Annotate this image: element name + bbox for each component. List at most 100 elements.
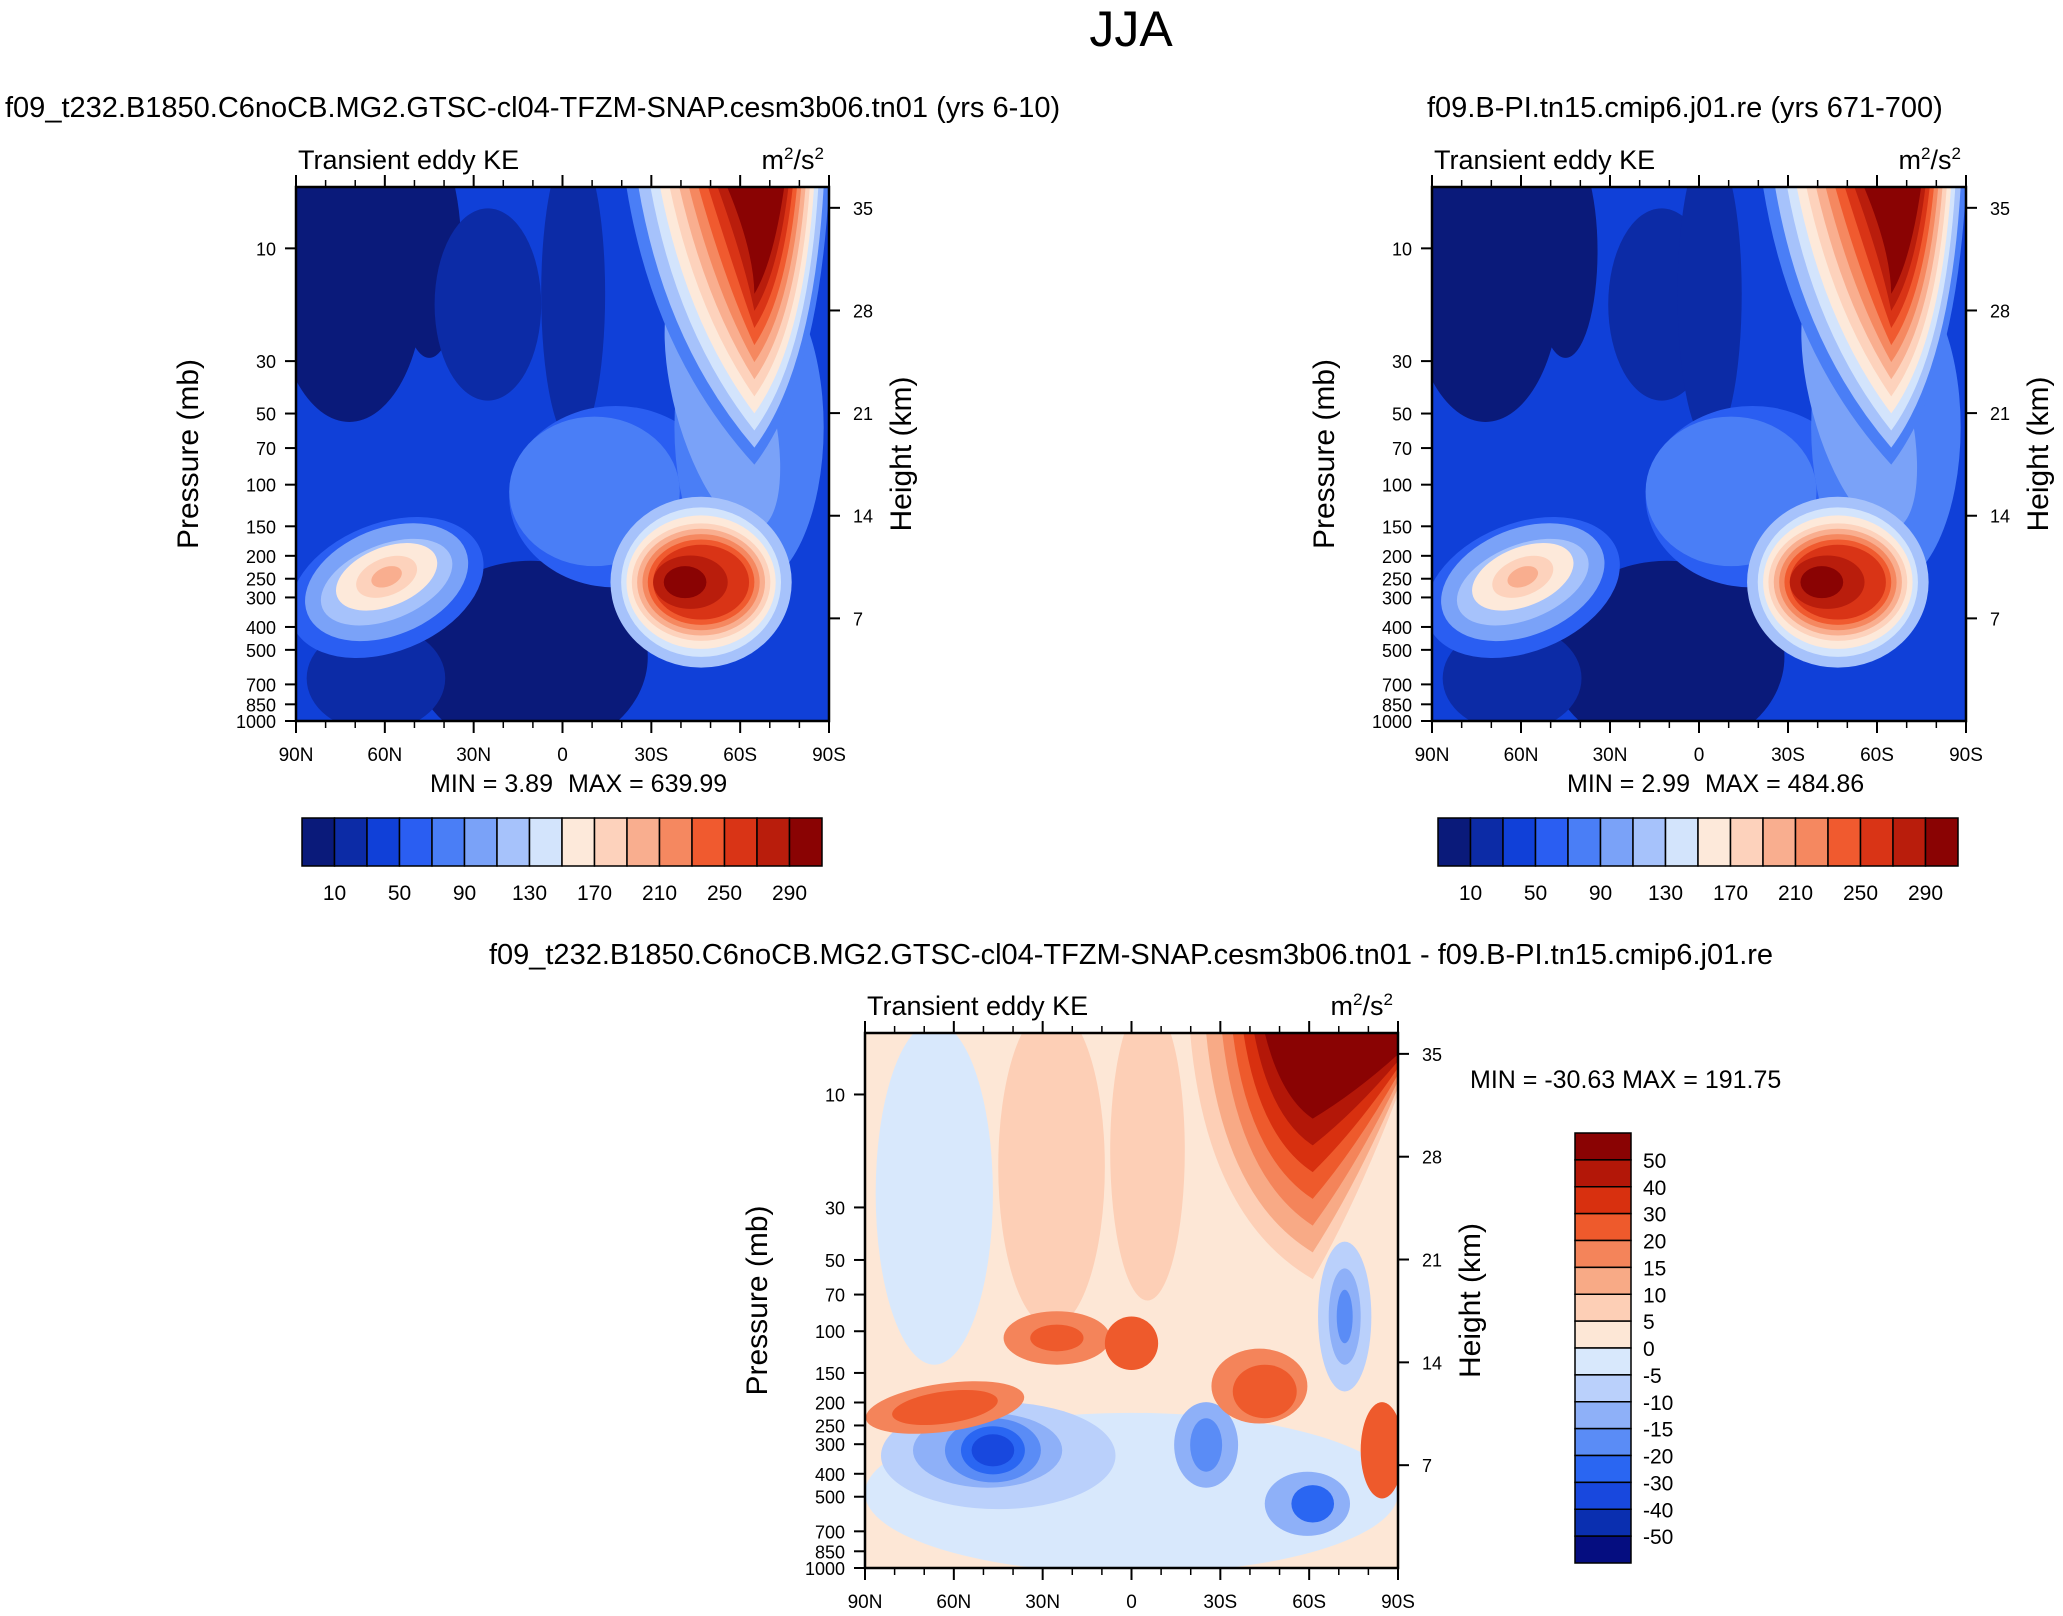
page-title: JJA [1089,1,1173,57]
y-axis-title: Pressure (mb) [1308,359,1341,549]
colorbar-box [1664,817,1699,867]
field-contour [663,566,707,599]
colorbar-box [658,817,693,867]
colorbar-box [723,817,758,867]
y-tick-label: 200 [246,547,276,567]
min-label: MIN = 2.99 [1567,770,1690,798]
y2-tick-label: 14 [1990,507,2010,527]
colorbar-box [398,817,433,867]
x-tick-label: 90S [812,745,846,766]
colorbar-box [1574,1320,1632,1349]
x-tick-label: 30S [1771,745,1805,766]
colorbar-label: 290 [772,882,807,905]
y-tick-label: 50 [1392,405,1412,425]
field-contour [1432,187,1561,422]
colorbar-label: -40 [1643,1499,1673,1522]
y2-axis-title: Height (km) [1454,1223,1487,1378]
field-contour [296,187,424,422]
panel-panel-b: f09.B-PI.tn15.cmip6.j01.re (yrs 671-700)… [1308,92,2055,905]
y-tick-label: 250 [815,1416,845,1436]
field-contour [1291,1485,1335,1523]
y-tick-label: 850 [1382,695,1412,715]
colorbar-label: 250 [1843,882,1878,905]
variable-label: Transient eddy KE [298,145,519,175]
y-tick-label: 10 [256,239,276,259]
y-tick-label: 500 [246,641,276,661]
colorbar-box [301,817,336,867]
colorbar-label: 90 [453,882,476,905]
colorbar-box [1574,1535,1632,1564]
y-tick-label: 1000 [805,1559,845,1579]
y-tick-label: 1000 [1372,712,1412,732]
colorbar-label: 210 [1778,882,1813,905]
colorbar-box [1574,1212,1632,1242]
field-contour [1864,187,1922,294]
y2-axis-title: Height (km) [885,376,918,531]
y-tick-label: 250 [1382,570,1412,590]
colorbar-box [1924,817,1959,867]
y2-tick-label: 7 [1990,609,2000,629]
colorbar-box [691,817,726,867]
x-tick-label: 30N [1025,1592,1060,1613]
y2-tick-label: 35 [853,199,873,219]
colorbar-label: 50 [388,882,411,905]
field-contour [998,1033,1105,1328]
field-contour [1104,1316,1159,1371]
x-tick-label: 90S [1949,745,1983,766]
colorbar-box [1794,817,1829,867]
max-label: MAX = 639.99 [568,770,727,798]
field-contour [892,1389,998,1426]
y2-tick-label: 28 [1990,301,2010,321]
colorbar-box [463,817,498,867]
y-tick-label: 850 [815,1542,845,1562]
field-contour [1264,1033,1398,1119]
max-label: MAX = 484.86 [1705,770,1864,798]
field-contour [1800,566,1844,599]
y-tick-label: 850 [246,695,276,715]
x-tick-label: 90N [1415,745,1450,766]
y-tick-label: 70 [256,439,276,459]
units-label: m2/s2 [1899,144,1961,175]
y-tick-label: 700 [246,675,276,695]
colorbar-label: -10 [1643,1392,1673,1415]
y-tick-label: 30 [256,352,276,372]
y-tick-label: 1000 [236,712,276,732]
colorbar-box [1697,817,1732,867]
contour-field [865,1033,1398,1568]
variable-label: Transient eddy KE [1434,145,1655,175]
colorbar-label: 50 [1524,882,1547,905]
colorbar-box [496,817,531,867]
y-tick-label: 70 [1392,439,1412,459]
panel-panel-a: f09_t232.B1850.C6noCB.MG2.GTSC-cl04-TFZM… [5,92,1060,905]
colorbar-box [1574,1186,1632,1215]
y2-tick-label: 7 [853,609,863,629]
colorbar-box [1574,1374,1632,1403]
colorbar-box [366,817,401,867]
colorbar-label: 290 [1908,882,1943,905]
field-contour [727,187,785,294]
y-tick-label: 300 [1382,588,1412,608]
colorbar-box [1574,1132,1632,1161]
y-tick-label: 10 [1392,239,1412,259]
field-contour [875,1033,993,1365]
colorbar-box [561,817,596,867]
colorbar-box [756,817,791,867]
y2-tick-label: 14 [1422,1353,1442,1373]
y2-tick-label: 7 [1422,1456,1432,1476]
x-tick-label: 0 [557,745,568,766]
panel-title: f09_t232.B1850.C6noCB.MG2.GTSC-cl04-TFZM… [489,939,1773,971]
field-contour [1533,187,1598,358]
colorbar-box [1574,1293,1632,1322]
x-tick-label: 0 [1694,745,1705,766]
y-tick-label: 100 [246,476,276,496]
colorbar-label: -20 [1643,1446,1673,1469]
field-contour [1232,1364,1297,1419]
colorbar-label: 30 [1643,1204,1666,1227]
y-tick-label: 200 [815,1394,845,1414]
contour-field [296,187,829,721]
y-tick-label: 30 [1392,352,1412,372]
colorbar-label: 170 [1713,882,1748,905]
field-contour [1549,560,1785,721]
x-tick-label: 90N [848,1592,883,1613]
